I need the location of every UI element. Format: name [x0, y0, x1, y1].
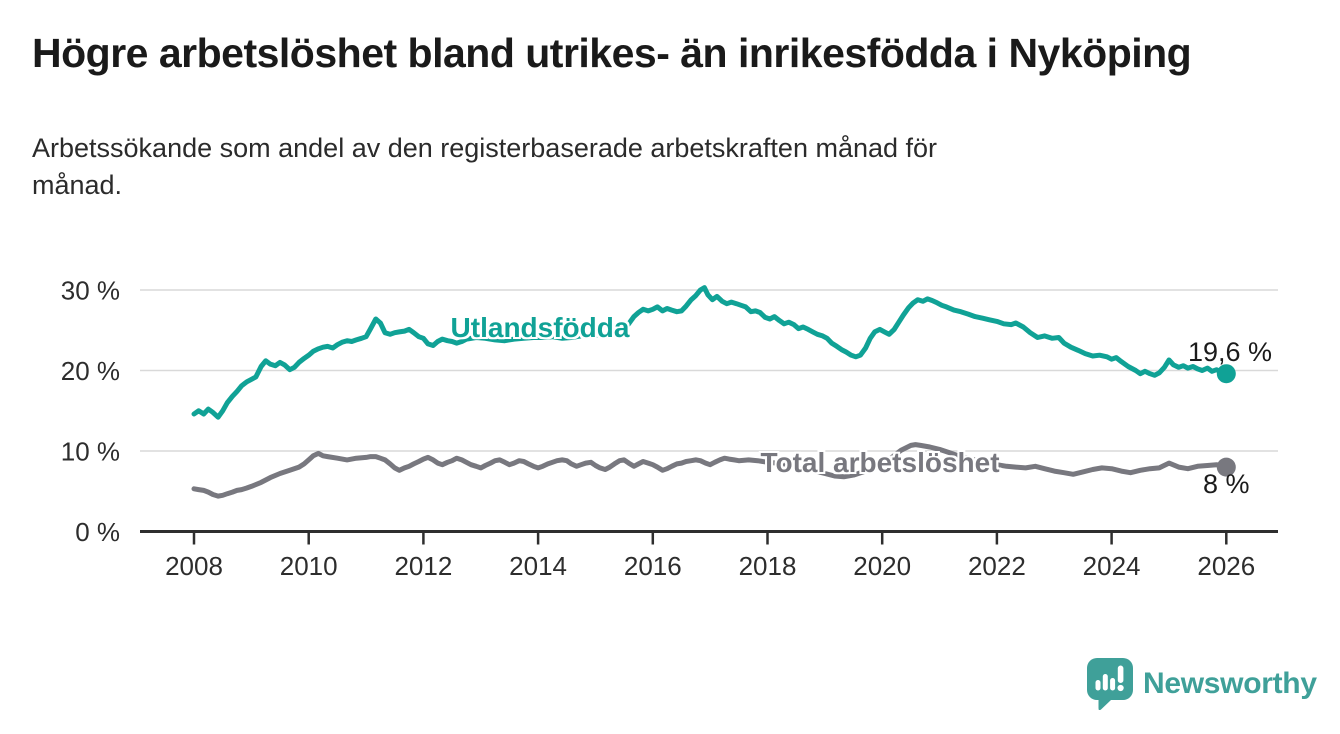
subtitle-line-1: Arbetssökande som andel av den registerb… — [32, 133, 938, 163]
x-tick-label-2018: 2018 — [739, 551, 797, 581]
y-tick-label-0: 0 % — [75, 517, 120, 547]
x-tick-label-2024: 2024 — [1083, 551, 1141, 581]
newsworthy-bubble-chart-icon — [1087, 658, 1133, 710]
series-label-total-arbetsloshet: Total arbetslöshet — [760, 447, 1000, 478]
newsworthy-wordmark: Newsworthy — [1143, 666, 1317, 700]
x-tick-label-2026: 2026 — [1197, 551, 1255, 581]
end-value-label-total: 8 % — [1203, 469, 1250, 499]
x-tick-label-2008: 2008 — [165, 551, 223, 581]
series-line-total — [191, 442, 1229, 499]
y-tick-label-30: 30 % — [61, 276, 120, 306]
end-dot-total — [1216, 457, 1236, 477]
x-tick-label-2010: 2010 — [280, 551, 338, 581]
y-tick-label-10: 10 % — [61, 437, 120, 467]
x-tick-label-2016: 2016 — [624, 551, 682, 581]
y-tick-label-20: 20 % — [61, 356, 120, 386]
page-subtitle: Arbetssökande som andel av den registerb… — [32, 130, 937, 204]
series-line-utlandsfodda — [191, 285, 1229, 420]
x-tick-label-2012: 2012 — [394, 551, 452, 581]
x-tick-label-2014: 2014 — [509, 551, 567, 581]
series-label-utlandsfodda: Utlandsfödda — [450, 312, 630, 343]
subtitle-line-2: månad. — [32, 170, 123, 200]
end-value-label-utlandsfodda: 19,6 % — [1188, 337, 1273, 367]
x-tick-label-2020: 2020 — [853, 551, 911, 581]
x-tick-label-2022: 2022 — [968, 551, 1026, 581]
page-title: Högre arbetslöshet bland utrikes- än inr… — [32, 30, 1192, 76]
end-dot-utlandsfodda — [1216, 364, 1236, 384]
newsworthy-logo: Newsworthy — [1086, 657, 1317, 710]
